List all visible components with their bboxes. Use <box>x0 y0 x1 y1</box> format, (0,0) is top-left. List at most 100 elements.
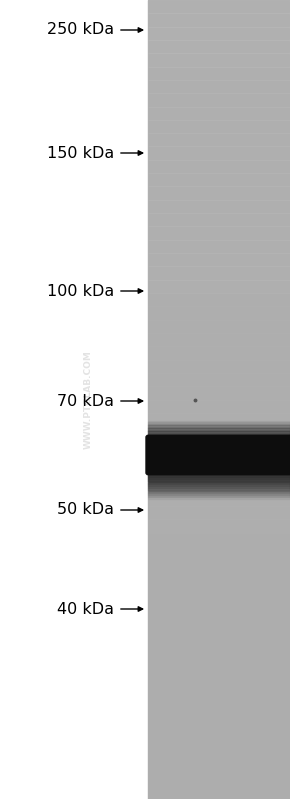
Bar <box>148 489 290 491</box>
Bar <box>148 733 290 745</box>
Bar <box>148 437 149 473</box>
Bar <box>148 26 290 40</box>
Bar <box>152 437 153 473</box>
Bar <box>148 14 290 26</box>
Bar <box>148 436 290 439</box>
Bar <box>148 200 290 213</box>
Bar <box>154 437 155 473</box>
Bar <box>155 437 156 473</box>
Bar <box>148 428 290 431</box>
Text: WWW.PTGLAB.COM: WWW.PTGLAB.COM <box>84 350 93 449</box>
Bar <box>148 240 290 253</box>
Bar <box>148 487 290 490</box>
Bar <box>148 133 290 146</box>
Bar <box>159 437 160 473</box>
Bar <box>148 439 290 453</box>
Bar <box>148 421 290 423</box>
Bar <box>148 475 290 477</box>
Text: 40 kDa: 40 kDa <box>57 602 114 617</box>
Bar <box>148 0 290 14</box>
Bar <box>148 719 290 733</box>
Bar <box>148 173 290 186</box>
Bar <box>150 437 151 473</box>
Bar <box>148 492 290 495</box>
Bar <box>148 693 290 706</box>
Bar <box>148 613 290 626</box>
Bar <box>148 480 290 483</box>
Bar <box>148 483 290 486</box>
Bar <box>148 80 290 93</box>
Text: 150 kDa: 150 kDa <box>47 145 114 161</box>
Bar <box>148 433 290 435</box>
Bar <box>164 437 165 473</box>
Bar <box>148 213 290 226</box>
Bar <box>148 759 290 773</box>
Bar <box>148 413 290 426</box>
Bar <box>148 106 290 120</box>
Bar <box>148 666 290 679</box>
Bar <box>148 0 290 799</box>
Bar <box>148 425 290 427</box>
Bar <box>151 437 152 473</box>
Text: 100 kDa: 100 kDa <box>47 284 114 299</box>
Bar <box>165 437 166 473</box>
Text: 50 kDa: 50 kDa <box>57 503 114 518</box>
Bar <box>148 546 290 559</box>
Bar <box>148 495 290 497</box>
Bar <box>148 437 290 440</box>
Bar <box>148 706 290 719</box>
Bar <box>148 478 290 480</box>
Bar <box>148 93 290 106</box>
Bar <box>148 559 290 573</box>
Bar <box>148 679 290 693</box>
Bar <box>148 491 290 493</box>
Bar <box>148 320 290 333</box>
Bar <box>148 745 290 759</box>
Bar <box>148 146 290 160</box>
Bar <box>148 54 290 66</box>
Bar <box>148 586 290 599</box>
Bar <box>148 431 290 434</box>
Bar <box>148 773 290 785</box>
Bar <box>148 785 290 799</box>
Bar <box>148 430 290 432</box>
Bar <box>148 482 290 484</box>
Bar <box>148 66 290 80</box>
Bar <box>148 493 290 506</box>
Bar <box>148 453 290 466</box>
Text: 70 kDa: 70 kDa <box>57 393 114 408</box>
Bar <box>148 253 290 266</box>
Bar <box>148 426 290 439</box>
FancyBboxPatch shape <box>146 435 290 475</box>
Bar <box>153 437 154 473</box>
Bar <box>148 533 290 546</box>
Bar <box>148 293 290 306</box>
Bar <box>161 437 162 473</box>
Bar <box>148 639 290 653</box>
Bar <box>160 437 161 473</box>
Bar <box>148 40 290 54</box>
Bar <box>148 226 290 240</box>
Bar <box>148 360 290 373</box>
Text: 250 kDa: 250 kDa <box>47 22 114 38</box>
Bar <box>163 437 164 473</box>
Bar <box>148 573 290 586</box>
Bar <box>148 626 290 639</box>
Bar <box>148 599 290 613</box>
Bar <box>148 386 290 400</box>
Bar <box>148 186 290 200</box>
Bar <box>148 496 290 499</box>
Bar <box>148 333 290 346</box>
Bar <box>148 466 290 479</box>
Bar <box>148 653 290 666</box>
Bar <box>148 485 290 487</box>
Bar <box>148 506 290 519</box>
Bar <box>148 476 290 479</box>
Bar <box>148 266 290 280</box>
Bar <box>158 437 159 473</box>
Bar <box>148 280 290 293</box>
Bar <box>148 423 290 427</box>
Bar <box>148 120 290 133</box>
Bar <box>149 437 150 473</box>
Bar <box>148 346 290 360</box>
